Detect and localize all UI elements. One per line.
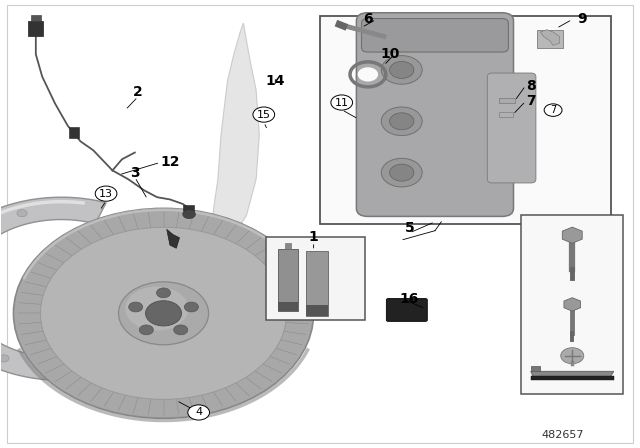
FancyBboxPatch shape — [356, 13, 513, 216]
Text: 10: 10 — [381, 47, 400, 61]
Circle shape — [381, 158, 422, 187]
Text: 482657: 482657 — [541, 430, 584, 440]
Circle shape — [86, 363, 96, 370]
Text: 9: 9 — [577, 12, 587, 26]
Bar — [28, 21, 44, 36]
Polygon shape — [278, 302, 298, 311]
Text: 2: 2 — [133, 85, 143, 99]
Bar — [182, 205, 194, 211]
Circle shape — [145, 301, 182, 326]
Polygon shape — [306, 251, 328, 315]
Circle shape — [140, 325, 154, 335]
Text: 7: 7 — [526, 94, 536, 108]
FancyBboxPatch shape — [362, 18, 508, 52]
Bar — [31, 15, 41, 21]
Circle shape — [381, 107, 422, 136]
Circle shape — [182, 210, 195, 219]
Text: 14: 14 — [266, 74, 285, 88]
Circle shape — [157, 288, 171, 298]
Polygon shape — [540, 30, 559, 45]
Text: 15: 15 — [257, 110, 271, 120]
Circle shape — [331, 95, 353, 110]
Text: 6: 6 — [363, 12, 372, 26]
Circle shape — [390, 164, 414, 181]
Polygon shape — [531, 371, 614, 379]
Text: 4: 4 — [195, 408, 202, 418]
Polygon shape — [0, 197, 162, 380]
Bar — [521, 215, 623, 394]
Text: 5: 5 — [404, 221, 414, 236]
Circle shape — [17, 210, 27, 217]
FancyBboxPatch shape — [387, 298, 428, 321]
Circle shape — [390, 61, 414, 78]
Circle shape — [253, 107, 275, 122]
Text: 12: 12 — [160, 155, 180, 169]
Circle shape — [390, 113, 414, 130]
Bar — [320, 16, 611, 224]
Bar — [537, 30, 563, 47]
Polygon shape — [306, 305, 328, 315]
Circle shape — [40, 227, 287, 399]
Polygon shape — [285, 243, 291, 249]
Circle shape — [173, 325, 188, 335]
Circle shape — [561, 348, 584, 364]
Circle shape — [129, 302, 143, 312]
Text: 13: 13 — [99, 189, 113, 198]
Polygon shape — [167, 229, 179, 248]
Bar — [499, 98, 515, 103]
Circle shape — [118, 282, 209, 345]
Bar — [69, 127, 79, 138]
Circle shape — [358, 67, 378, 82]
Circle shape — [0, 355, 9, 362]
Text: 7: 7 — [550, 105, 556, 115]
Polygon shape — [278, 249, 298, 311]
Circle shape — [184, 302, 198, 312]
Circle shape — [95, 186, 117, 201]
Text: 11: 11 — [335, 98, 349, 108]
Bar — [499, 112, 513, 117]
Circle shape — [544, 104, 562, 116]
Text: 3: 3 — [130, 166, 140, 180]
Circle shape — [125, 287, 188, 331]
Circle shape — [13, 208, 314, 418]
Circle shape — [188, 405, 209, 420]
Bar — [266, 237, 365, 320]
Text: 16: 16 — [400, 292, 419, 306]
Circle shape — [381, 56, 422, 84]
Polygon shape — [192, 23, 259, 282]
Text: 8: 8 — [526, 78, 536, 93]
Polygon shape — [531, 366, 540, 371]
Text: 1: 1 — [308, 230, 319, 245]
FancyBboxPatch shape — [487, 73, 536, 183]
Bar — [531, 376, 614, 380]
